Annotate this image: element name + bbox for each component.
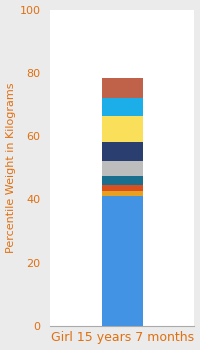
Bar	[102, 161, 143, 176]
Bar	[102, 116, 143, 142]
Bar	[102, 185, 143, 191]
Bar	[102, 142, 143, 161]
Bar	[102, 78, 143, 98]
Bar	[102, 196, 143, 326]
Bar	[102, 98, 143, 116]
Y-axis label: Percentile Weight in Kilograms: Percentile Weight in Kilograms	[6, 83, 16, 253]
Bar	[102, 176, 143, 185]
Bar	[102, 191, 143, 196]
